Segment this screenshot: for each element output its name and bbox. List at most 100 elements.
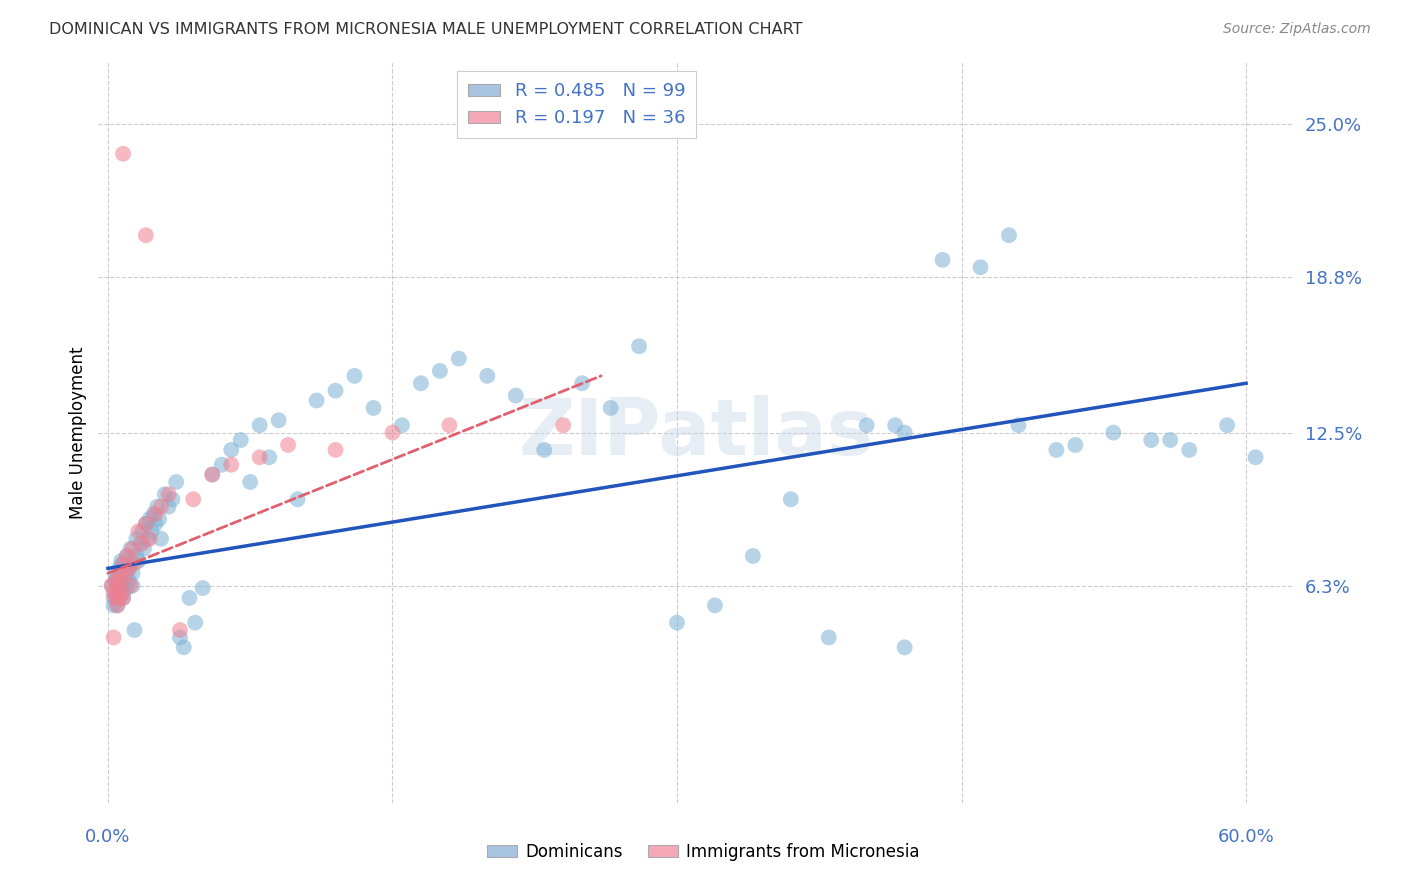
Point [184, 615, 207, 630]
Point [112, 574, 135, 588]
Point [287, 492, 309, 507]
Point [136, 532, 159, 546]
Point [125, 549, 148, 563]
Point [105, 599, 128, 613]
Point [124, 623, 146, 637]
Point [249, 418, 271, 433]
Point [553, 418, 575, 433]
Text: DOMINICAN VS IMMIGRANTS FROM MICRONESIA MALE UNEMPLOYMENT CORRELATION CHART: DOMINICAN VS IMMIGRANTS FROM MICRONESIA … [49, 22, 803, 37]
Point [1045, 442, 1067, 457]
Point [571, 376, 593, 391]
Point [998, 228, 1021, 243]
Point [115, 581, 138, 595]
Point [1102, 425, 1125, 440]
Point [157, 500, 180, 514]
Point [165, 475, 187, 489]
Point [108, 591, 131, 605]
Point [447, 351, 470, 366]
Point [110, 581, 132, 595]
Point [201, 467, 224, 482]
Point [884, 418, 907, 433]
Point [127, 554, 149, 568]
Point [179, 591, 201, 605]
Point [599, 401, 621, 415]
Point [146, 500, 169, 514]
Point [124, 557, 146, 571]
Point [108, 561, 131, 575]
Point [277, 438, 299, 452]
Point [741, 549, 763, 563]
Point [969, 260, 991, 275]
Point [477, 368, 499, 383]
Point [105, 586, 128, 600]
Point [103, 591, 125, 605]
Point [115, 549, 138, 563]
Point [104, 591, 127, 605]
Point [817, 631, 839, 645]
Point [429, 364, 451, 378]
Point [779, 492, 801, 507]
Point [150, 532, 173, 546]
Point [112, 591, 135, 605]
Point [141, 524, 163, 539]
Point [893, 640, 915, 655]
Point [931, 252, 953, 267]
Point [104, 586, 127, 600]
Point [110, 574, 132, 588]
Point [104, 566, 127, 581]
Point [138, 532, 160, 546]
Point [118, 574, 141, 588]
Point [381, 425, 404, 440]
Point [118, 561, 141, 575]
Point [108, 591, 131, 605]
Point [125, 532, 148, 546]
Point [110, 566, 132, 581]
Point [112, 557, 135, 571]
Point [169, 623, 191, 637]
Point [120, 557, 142, 571]
Point [143, 507, 166, 521]
Point [325, 384, 347, 398]
Point [143, 516, 166, 531]
Point [666, 615, 689, 630]
Point [100, 579, 122, 593]
Point [142, 507, 165, 521]
Point [229, 433, 252, 447]
Text: ZIPatlas: ZIPatlas [519, 394, 873, 471]
Point [135, 228, 157, 243]
Legend: Dominicans, Immigrants from Micronesia: Dominicans, Immigrants from Micronesia [479, 837, 927, 868]
Point [409, 376, 432, 391]
Point [305, 393, 328, 408]
Point [893, 425, 915, 440]
Text: 60.0%: 60.0% [1218, 828, 1274, 846]
Point [703, 599, 725, 613]
Point [105, 599, 128, 613]
Point [148, 512, 170, 526]
Point [131, 536, 153, 550]
Point [103, 586, 125, 600]
Point [1244, 450, 1267, 465]
Point [105, 579, 128, 593]
Point [108, 566, 131, 581]
Point [1140, 433, 1163, 447]
Point [855, 418, 877, 433]
Point [108, 574, 131, 588]
Point [127, 524, 149, 539]
Point [211, 458, 233, 472]
Point [120, 579, 142, 593]
Point [138, 512, 160, 526]
Point [363, 401, 385, 415]
Point [121, 566, 143, 581]
Point [115, 566, 138, 581]
Point [112, 586, 135, 600]
Point [162, 492, 184, 507]
Point [100, 579, 122, 593]
Point [105, 581, 128, 595]
Point [628, 339, 651, 353]
Point [135, 516, 157, 531]
Point [1216, 418, 1239, 433]
Point [118, 561, 141, 575]
Point [325, 442, 347, 457]
Point [121, 541, 143, 556]
Point [110, 554, 132, 568]
